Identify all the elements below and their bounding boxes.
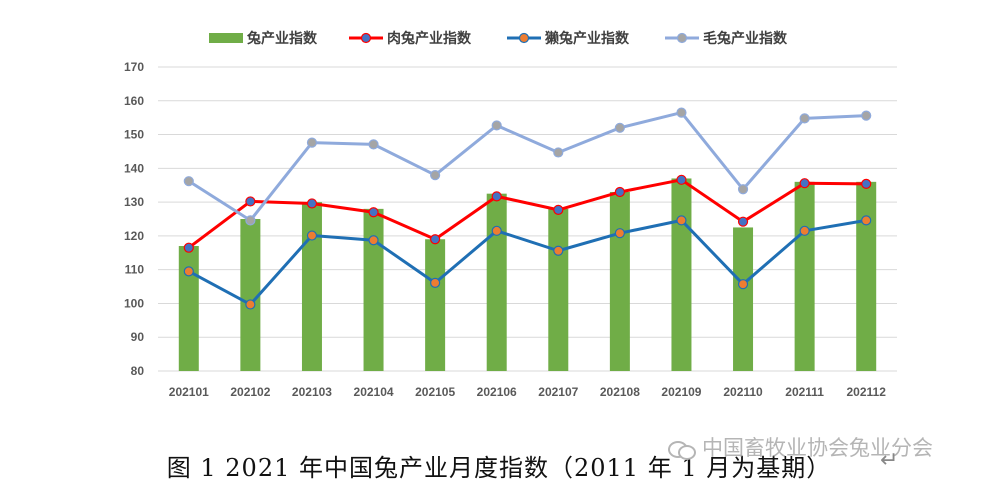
bar: [733, 227, 754, 371]
data-point: [245, 299, 256, 310]
y-tick-label: 100: [124, 296, 144, 310]
legend-marker: [676, 32, 688, 44]
data-point: [306, 198, 318, 209]
wechat-icon: [668, 439, 696, 460]
data-point: [368, 139, 379, 150]
legend-marker: [360, 32, 372, 44]
data-point: [183, 266, 194, 277]
data-point: [491, 225, 502, 236]
data-point: [368, 207, 379, 218]
data-point: [861, 178, 872, 189]
data-point: [737, 184, 749, 195]
chart: 兔产业指数 肉兔产业指数 獭兔产业指数 毛兔产业指数 80 90 100 110 120 130…: [124, 30, 897, 399]
x-tick-label: 202107: [538, 385, 578, 399]
bar: [425, 239, 446, 371]
x-tick-label: 202105: [415, 385, 455, 399]
data-point: [430, 234, 441, 245]
bar-series: [178, 178, 877, 371]
legend-label: 毛兔产业指数: [703, 30, 788, 47]
data-point: [553, 204, 564, 215]
y-tick-label: 120: [124, 229, 144, 243]
data-point: [861, 110, 872, 121]
x-tick-label: 202111: [785, 385, 824, 399]
bar: [240, 219, 261, 371]
y-axis: 80 90 100 110 120 130 140 150 160 170: [124, 60, 144, 378]
data-point: [553, 147, 564, 158]
bar: [178, 246, 199, 371]
x-tick-label: 202110: [723, 385, 763, 399]
x-tick-label: 202103: [292, 385, 332, 399]
bar: [609, 191, 630, 371]
series-line: [188, 218, 867, 306]
bar: [548, 208, 569, 371]
bar: [856, 181, 877, 371]
legend-swatch: [209, 33, 243, 43]
data-point: [430, 277, 441, 288]
legend: 兔产业指数 肉兔产业指数 獭兔产业指数 毛兔产业指数: [209, 30, 788, 47]
data-point: [491, 120, 502, 131]
data-point: [861, 215, 872, 226]
data-point: [737, 279, 749, 290]
x-tick-label: 202102: [230, 385, 270, 399]
legend-label: 獭兔产业指数: [544, 30, 630, 47]
line-series: [183, 107, 872, 310]
bar: [671, 178, 692, 371]
x-tick-label: 202106: [477, 385, 517, 399]
data-point: [430, 169, 441, 181]
bar: [301, 202, 322, 371]
legend-marker: [518, 32, 530, 44]
data-point: [799, 225, 810, 236]
bar: [363, 208, 384, 371]
data-point: [737, 216, 749, 227]
y-tick-label: 150: [124, 128, 144, 142]
data-point: [183, 176, 194, 187]
data-point: [245, 196, 256, 207]
x-tick-label: 202112: [847, 385, 887, 399]
y-tick-label: 170: [124, 60, 144, 74]
data-point: [306, 137, 318, 148]
data-point: [183, 242, 194, 253]
data-point: [614, 228, 625, 239]
data-point: [245, 215, 256, 226]
bar: [794, 181, 815, 371]
legend-label: 兔产业指数: [246, 30, 318, 47]
x-tick-label: 202109: [661, 385, 701, 399]
data-point: [676, 174, 687, 185]
x-tick-label: 202104: [354, 385, 394, 399]
x-tick-label: 202108: [600, 385, 640, 399]
y-tick-label: 160: [124, 94, 144, 108]
data-point: [799, 113, 810, 124]
data-point: [614, 186, 625, 198]
y-tick-label: 90: [131, 330, 145, 344]
bar: [486, 193, 507, 371]
x-tick-label: 202101: [169, 385, 209, 399]
data-point: [491, 191, 502, 202]
data-point: [306, 230, 318, 241]
data-point: [799, 178, 810, 189]
data-point: [614, 122, 625, 133]
data-point: [553, 245, 564, 256]
series-line: [187, 111, 867, 222]
y-tick-label: 110: [125, 263, 145, 277]
data-point: [368, 235, 379, 246]
return-arrow-icon: ↵: [880, 448, 899, 473]
y-tick-label: 80: [131, 364, 145, 378]
x-axis: 202101 202102 202103 202104 202105 202106 2021…: [169, 385, 886, 399]
y-tick-label: 130: [124, 195, 144, 209]
data-point: [676, 215, 687, 226]
watermark: 中国畜牧业协会兔业分会: [668, 432, 933, 462]
data-point: [676, 107, 687, 118]
legend-label: 肉兔产业指数: [387, 30, 472, 47]
y-tick-label: 140: [124, 161, 144, 175]
watermark-text: 中国畜牧业协会兔业分会: [702, 436, 933, 460]
grid: [158, 66, 897, 372]
figure-caption: 图 1 2021 年中国兔产业月度指数（2011 年 1 月为基期）: [166, 454, 832, 482]
series-line: [187, 178, 867, 249]
